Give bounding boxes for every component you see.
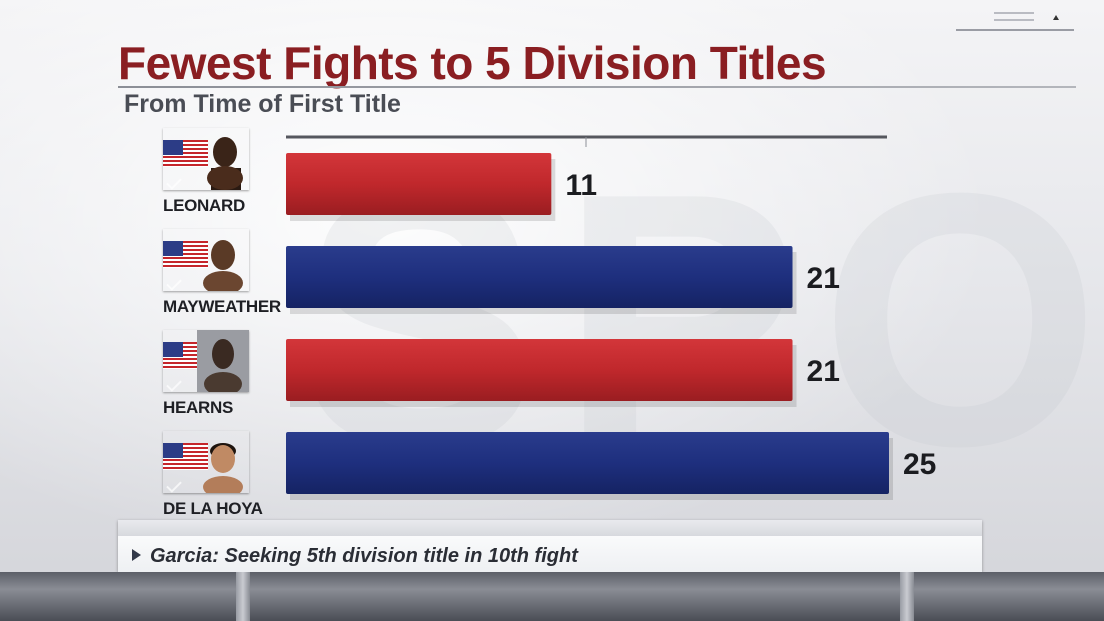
fighter-photo-mayweather xyxy=(203,240,243,291)
bar-leonard xyxy=(286,153,552,215)
us-flag-icon xyxy=(163,140,208,167)
fighter-photo-leonard xyxy=(207,137,243,190)
studio-floor xyxy=(0,572,1104,621)
caret-up-icon xyxy=(1053,15,1059,20)
chart-subtitle: From Time of First Title xyxy=(124,90,401,118)
fighter-name: LEONARD xyxy=(163,196,245,215)
bar-value-label: 21 xyxy=(807,355,840,388)
bar-mayweather xyxy=(286,246,793,308)
fighter-card-de-la-hoya xyxy=(163,431,249,493)
fighter-name: MAYWEATHER xyxy=(163,297,281,316)
fighter-name: HEARNS xyxy=(163,398,233,417)
top-rule xyxy=(956,29,1074,31)
fighter-name: DE LA HOYA xyxy=(163,499,263,518)
bar-value-label: 11 xyxy=(565,169,597,202)
menu-lines-icon xyxy=(994,12,1034,24)
chart-title: Fewest Fights to 5 Division Titles xyxy=(118,37,827,89)
floor-post xyxy=(900,572,914,621)
fighter-card-hearns xyxy=(163,330,249,392)
fighter-card-leonard xyxy=(163,128,249,190)
fighter-photo-de-la-hoya xyxy=(203,443,243,493)
us-flag-icon xyxy=(163,443,208,470)
fighter-photo-hearns xyxy=(197,330,249,392)
bar-value-label: 21 xyxy=(807,262,840,295)
play-arrow-icon xyxy=(132,549,141,561)
bar-hearns xyxy=(286,339,793,401)
bar-de-la-hoya xyxy=(286,432,889,494)
ticker-bar: Garcia: Seeking 5th division title in 10… xyxy=(118,520,982,572)
floor-post xyxy=(236,572,250,621)
ticker-topbar xyxy=(118,520,982,536)
us-flag-icon xyxy=(163,241,208,268)
fighter-card-mayweather xyxy=(163,229,249,291)
title-rule xyxy=(118,86,1076,88)
ticker-text: Garcia: Seeking 5th division title in 10… xyxy=(150,545,578,567)
bar-value-label: 25 xyxy=(903,448,936,481)
